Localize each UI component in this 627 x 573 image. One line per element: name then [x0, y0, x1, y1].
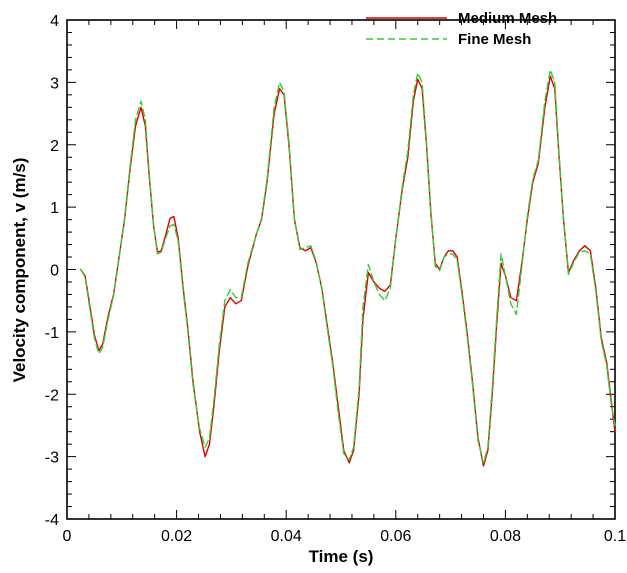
x-tick-label: 0.04	[271, 528, 302, 545]
plot-frame	[66, 19, 616, 520]
y-tick-label: -3	[45, 450, 59, 467]
y-tick-label: 2	[50, 138, 59, 155]
y-tick-label: 3	[50, 75, 59, 92]
legend: Medium Mesh Fine Mesh	[366, 10, 557, 48]
x-axis-title: Time (s)	[309, 547, 374, 566]
y-axis-title: Velocity component, v (m/s)	[10, 158, 29, 383]
x-tick-label: 0.06	[380, 528, 411, 545]
x-tick-label: 0.1	[604, 528, 626, 545]
series-line-fine-mesh	[80, 69, 616, 464]
legend-label: Fine Mesh	[458, 31, 531, 48]
series-layer	[80, 69, 616, 467]
x-axis-ticks: 0 0.02 0.04 0.06 0.08 0.1	[63, 20, 626, 545]
plot-border	[66, 19, 616, 520]
y-tick-label: 0	[50, 263, 59, 280]
x-tick-label: 0.02	[161, 528, 192, 545]
series-line-medium-mesh	[80, 75, 616, 467]
y-tick-label: 1	[50, 200, 59, 217]
y-tick-label: 4	[50, 13, 59, 30]
legend-label: Medium Mesh	[458, 10, 557, 27]
x-tick-label: 0.08	[490, 528, 521, 545]
y-tick-label: -4	[45, 512, 59, 529]
y-axis-ticks: -4 -3 -2 -1 0 1 2 3 4	[45, 13, 615, 529]
y-tick-label: -1	[45, 325, 59, 342]
y-tick-label: -2	[45, 387, 59, 404]
x-tick-label: 0	[63, 528, 72, 545]
